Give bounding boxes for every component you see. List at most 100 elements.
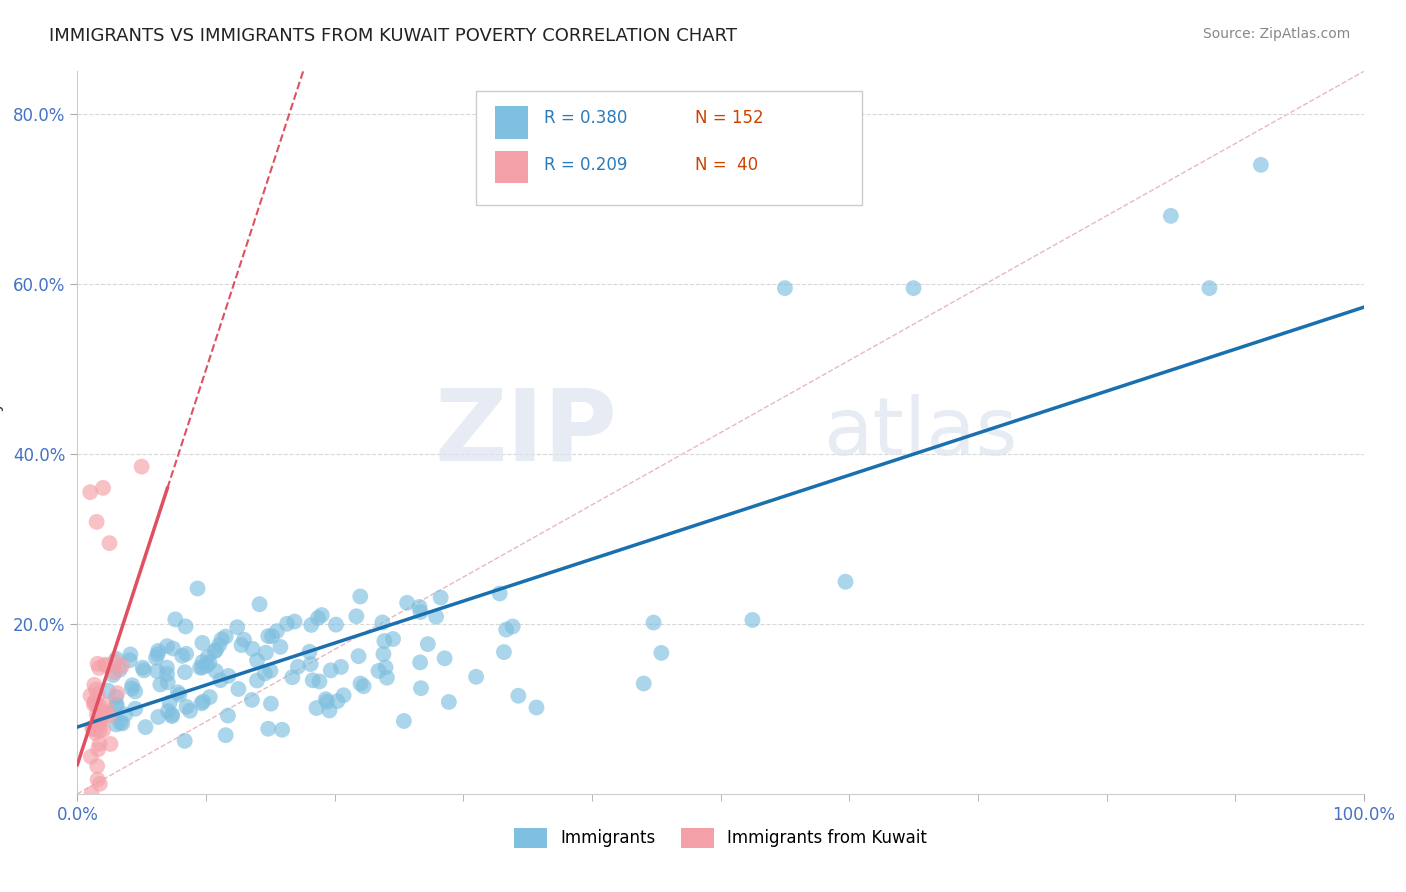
- Point: [87, 742, 110, 756]
- Point: [349, 676, 371, 690]
- Point: [162, 641, 184, 656]
- Point: [86, 772, 108, 787]
- Text: N = 152: N = 152: [695, 110, 763, 128]
- Text: IMMIGRANTS VS IMMIGRANTS FROM KUWAIT POVERTY CORRELATION CHART: IMMIGRANTS VS IMMIGRANTS FROM KUWAIT POV…: [49, 27, 737, 45]
- Point: [191, 660, 214, 674]
- Point: [146, 647, 169, 661]
- Point: [260, 697, 283, 711]
- Point: [347, 649, 370, 664]
- Point: [299, 657, 322, 671]
- Point: [409, 656, 432, 670]
- Point: [98, 536, 121, 550]
- Point: [254, 646, 277, 660]
- Point: [409, 681, 432, 696]
- Point: [508, 689, 530, 703]
- Point: [319, 664, 342, 678]
- Point: [205, 643, 228, 657]
- FancyBboxPatch shape: [477, 91, 862, 205]
- Point: [82, 720, 104, 734]
- Point: [160, 709, 183, 723]
- Point: [188, 660, 211, 674]
- Point: [741, 613, 763, 627]
- Point: [198, 656, 221, 670]
- Point: [257, 629, 280, 643]
- Point: [316, 695, 339, 709]
- Point: [174, 647, 197, 661]
- Point: [118, 653, 141, 667]
- Point: [299, 618, 322, 632]
- Point: [217, 708, 239, 723]
- Point: [111, 716, 134, 731]
- Point: [132, 664, 155, 678]
- Point: [425, 609, 447, 624]
- Point: [396, 596, 419, 610]
- Point: [167, 685, 190, 699]
- Point: [80, 749, 103, 764]
- Point: [190, 696, 212, 710]
- Point: [86, 657, 108, 671]
- Point: [148, 710, 170, 724]
- Point: [91, 723, 114, 738]
- Bar: [495, 106, 527, 138]
- Point: [79, 689, 101, 703]
- Point: [526, 700, 548, 714]
- Point: [96, 658, 118, 673]
- Point: [416, 637, 439, 651]
- Point: [86, 688, 108, 702]
- Point: [903, 281, 925, 295]
- Point: [110, 715, 132, 730]
- Text: atlas: atlas: [824, 393, 1018, 472]
- Point: [86, 515, 108, 529]
- Point: [311, 608, 333, 623]
- Point: [100, 737, 122, 751]
- Point: [240, 693, 263, 707]
- Point: [169, 688, 191, 702]
- Point: [502, 619, 524, 633]
- Point: [94, 706, 117, 720]
- Point: [374, 660, 396, 674]
- Point: [209, 673, 232, 687]
- Point: [1198, 281, 1220, 295]
- Point: [488, 586, 510, 600]
- Point: [217, 669, 239, 683]
- Point: [111, 659, 134, 673]
- Point: [344, 609, 367, 624]
- Text: N =  40: N = 40: [695, 156, 758, 174]
- Point: [94, 698, 117, 712]
- Point: [121, 678, 143, 692]
- Point: [105, 698, 128, 712]
- Point: [301, 673, 323, 688]
- Point: [89, 777, 111, 791]
- Point: [172, 648, 194, 663]
- Point: [773, 281, 796, 295]
- Point: [160, 707, 183, 722]
- Point: [253, 666, 276, 681]
- Point: [176, 699, 198, 714]
- Point: [105, 686, 128, 700]
- Point: [492, 645, 515, 659]
- Point: [433, 651, 456, 665]
- Point: [231, 638, 253, 652]
- Point: [86, 759, 108, 773]
- Text: ZIP: ZIP: [434, 384, 617, 481]
- Point: [89, 723, 111, 738]
- Point: [83, 678, 105, 692]
- Point: [242, 641, 264, 656]
- Point: [159, 696, 181, 710]
- Point: [208, 638, 231, 652]
- Point: [643, 615, 665, 630]
- Point: [145, 650, 167, 665]
- Point: [259, 664, 281, 678]
- Point: [89, 699, 111, 714]
- Text: Source: ZipAtlas.com: Source: ZipAtlas.com: [1202, 27, 1350, 41]
- Point: [105, 717, 128, 731]
- Point: [186, 582, 208, 596]
- Point: [174, 619, 197, 633]
- Point: [156, 639, 179, 653]
- Point: [93, 706, 115, 720]
- Point: [465, 670, 488, 684]
- Point: [226, 620, 249, 634]
- Point: [1160, 209, 1182, 223]
- Point: [276, 616, 298, 631]
- Point: [98, 708, 121, 723]
